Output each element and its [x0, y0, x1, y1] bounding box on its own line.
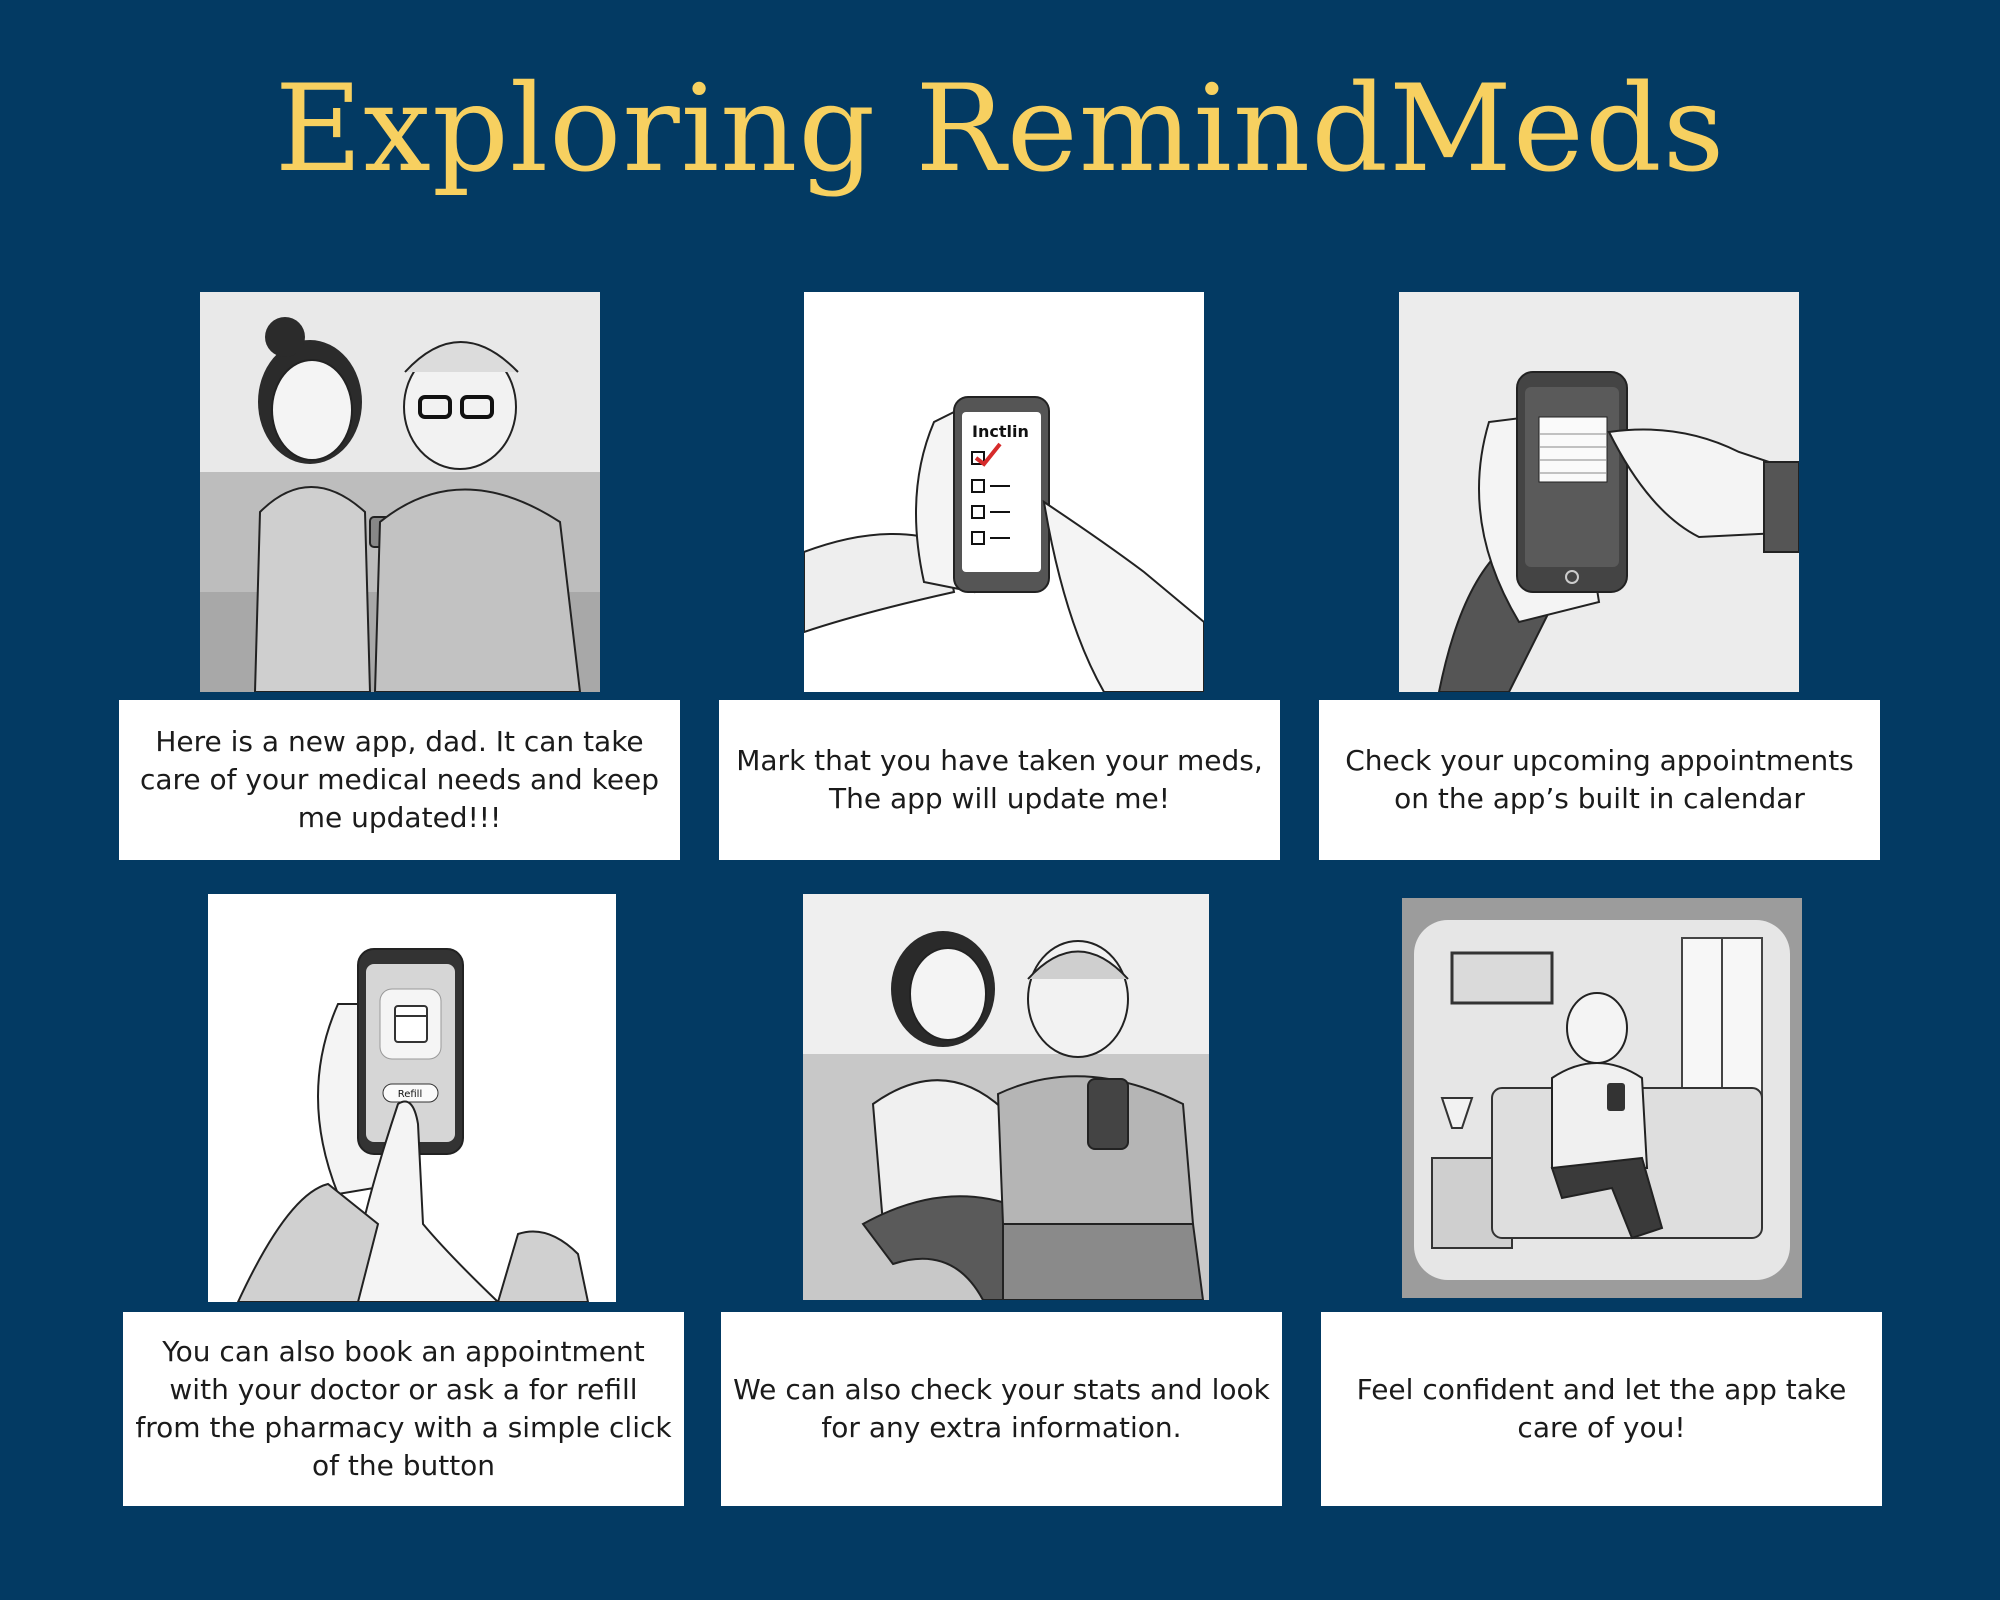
panel-1-illustration — [200, 292, 600, 692]
panel-2-caption: Mark that you have taken your meds, The … — [719, 700, 1280, 860]
panel-4-caption: You can also book an appointment with yo… — [123, 1312, 684, 1506]
old-man-on-bed-with-phone-image — [1402, 898, 1802, 1298]
daughter-and-father-on-sofa-image — [200, 292, 600, 692]
panel-6-caption: Feel confident and let the app take care… — [1321, 1312, 1882, 1506]
panel-3-illustration — [1399, 292, 1799, 692]
panel-1-caption: Here is a new app, dad. It can take care… — [119, 700, 680, 860]
panel-5-illustration — [803, 894, 1209, 1300]
hands-with-phone-refill-image: Refill — [208, 894, 616, 1302]
phone-screen-title: Inctlin — [972, 422, 1029, 441]
panel-6-illustration — [1402, 898, 1802, 1298]
page-title: Exploring RemindMeds — [274, 60, 1726, 199]
panel-4-illustration: Refill — [208, 894, 616, 1302]
refill-button-label: Refill — [398, 1089, 423, 1100]
panel-5-caption: We can also check your stats and look fo… — [721, 1312, 1282, 1506]
daughter-and-father-looking-at-phone-image — [803, 894, 1209, 1300]
hands-with-phone-checklist-image: Inctlin — [804, 292, 1204, 692]
panel-3-caption: Check your upcoming appointments on the … — [1319, 700, 1880, 860]
hand-pointing-at-phone-calendar-image — [1399, 292, 1799, 692]
panel-2-illustration: Inctlin — [804, 292, 1204, 692]
